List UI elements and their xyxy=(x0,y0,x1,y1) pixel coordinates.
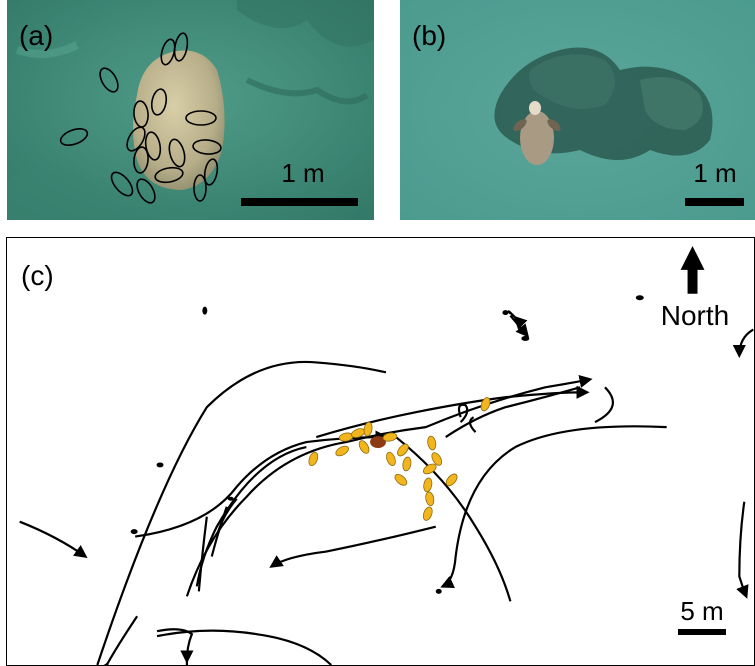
north-label: North xyxy=(660,300,730,331)
school-node xyxy=(370,436,386,449)
panel-c-scale-bar xyxy=(678,629,726,635)
panel-c-tracks xyxy=(19,245,754,665)
turtle-shape xyxy=(513,101,561,165)
panel-c-scale-text: 5 m xyxy=(680,596,724,626)
panel-b-scale-bar xyxy=(685,198,744,206)
panel-c: (c) North 5 m xyxy=(6,237,755,666)
panel-b: (b) 1 m xyxy=(400,0,755,220)
panel-a-label: (a) xyxy=(19,20,54,51)
fish-markers xyxy=(308,397,491,521)
panel-a-scale-bar xyxy=(241,198,358,206)
fish-ellipses xyxy=(59,32,222,204)
panel-a-photo xyxy=(7,0,374,220)
panel-c-label: (c) xyxy=(21,260,54,291)
track-endpoints xyxy=(130,295,644,594)
panel-b-scale-text: 1 m xyxy=(693,158,737,188)
panel-a: (a) 1 m xyxy=(7,0,374,220)
fish-tracks xyxy=(19,310,754,665)
panel-a-scale-text: 1 m xyxy=(281,158,325,188)
north-arrow xyxy=(680,245,705,294)
panel-b-label: (b) xyxy=(412,20,447,51)
panel-b-photo xyxy=(400,0,755,220)
sponge-shape xyxy=(133,50,225,190)
